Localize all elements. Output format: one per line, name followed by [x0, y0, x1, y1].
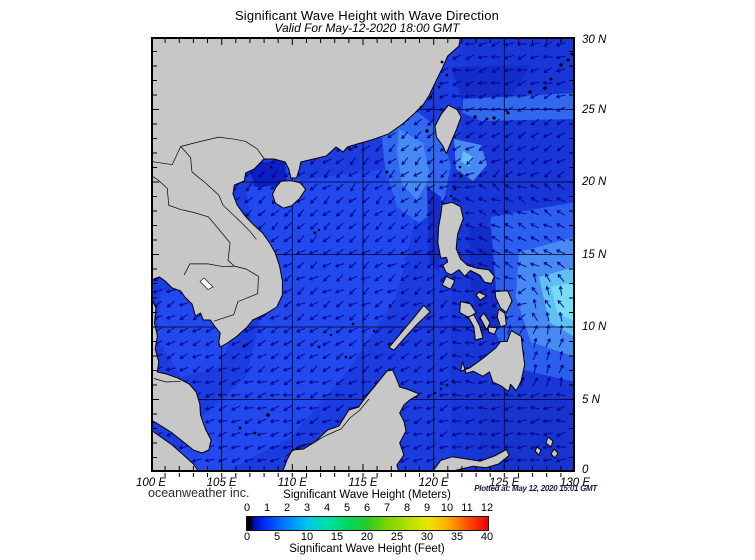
land-malay-peninsula: [151, 296, 212, 454]
land-samar: [494, 290, 513, 313]
lat-label-10n: 10 N: [582, 321, 607, 333]
meters-tick: 2: [283, 502, 291, 514]
lon-label-130e: 130 E: [559, 477, 591, 489]
lon-label-105e: 105 E: [206, 477, 237, 489]
feet-tick: 25: [390, 531, 404, 543]
meters-tick: 4: [323, 502, 331, 514]
feet-tick: 35: [450, 531, 464, 543]
lon-label-115e: 115 E: [348, 477, 378, 489]
land-halmahera: [534, 436, 559, 459]
lat-label-5n: 5 N: [582, 393, 600, 406]
lon-label-125e: 125 E: [489, 477, 520, 489]
lat-label-30n: 30 N: [582, 34, 607, 46]
lat-label-15n: 15 N: [582, 248, 607, 261]
meters-tick: 12: [480, 502, 494, 514]
land-borneo: [281, 369, 420, 472]
colorbar-title-feet: Significant Wave Height (Feet): [289, 543, 445, 555]
feet-tick: 40: [480, 531, 494, 543]
land-cebu: [479, 312, 491, 331]
plotted-timestamp: Plotted at: May 12, 2020 15:01 GMT: [474, 484, 597, 493]
lon-label-120e: 120 E: [418, 477, 449, 489]
feet-tick: 30: [420, 531, 434, 543]
land-bohol: [487, 326, 498, 335]
feet-tick: 0: [243, 531, 251, 543]
company-credit: oceanweather inc.: [148, 486, 250, 500]
meters-tick: 7: [383, 502, 391, 514]
land-china-indochina: [151, 37, 461, 348]
lat-label-20n: 20 N: [582, 176, 607, 188]
feet-tick: 15: [330, 531, 344, 543]
wave-height-colorbar: [246, 516, 489, 531]
map-canvas: [151, 37, 575, 480]
meters-tick: 5: [343, 502, 351, 514]
land-luzon: [437, 201, 495, 284]
lat-label-0: 0: [582, 464, 589, 476]
meters-tick: 3: [303, 502, 311, 514]
land-mindanao: [460, 330, 526, 392]
lon-label-100e: 100 E: [135, 477, 167, 489]
land-sumatra: [151, 429, 200, 472]
land-taiwan: [434, 104, 462, 155]
meters-tick: 11: [461, 502, 473, 514]
lake-tonle-sap: [199, 277, 214, 290]
land-negros: [467, 314, 484, 341]
land-leyte: [496, 308, 507, 328]
colorbar-feet-ticks: 0 5 10 15 20 25 30 35 40: [243, 531, 493, 544]
landmasses: [151, 37, 559, 472]
meters-tick: 1: [263, 502, 271, 514]
lon-label-110e: 110 E: [277, 477, 307, 489]
land-hainan: [272, 180, 307, 209]
lat-label-25n: 25 N: [582, 104, 607, 116]
meters-tick: 9: [423, 502, 431, 514]
wave-map-svg: [151, 37, 575, 477]
colorbar-meters-ticks: 0 1 2 3 4 5 6 7 8 9 10 11 12: [243, 502, 493, 515]
land-masbate: [475, 291, 488, 301]
land-mindoro: [441, 275, 456, 290]
colorbar-title-meters: Significant Wave Height (Meters): [283, 489, 451, 501]
meters-tick: 6: [363, 502, 371, 514]
feet-tick: 10: [300, 531, 314, 543]
map-frame-ticks: [153, 39, 573, 477]
map-frame: [151, 37, 575, 472]
map-layers: [151, 37, 575, 472]
meters-tick: 10: [440, 502, 454, 514]
meters-tick: 0: [243, 502, 251, 514]
country-borders: [152, 136, 370, 458]
page-title: Significant Wave Height with Wave Direct…: [234, 8, 500, 23]
valid-time-subtitle: Valid For May-12-2020 18:00 GMT: [274, 21, 460, 35]
feet-tick: 5: [273, 531, 281, 543]
land-palawan: [388, 304, 431, 351]
meters-tick: 8: [403, 502, 411, 514]
feet-tick: 20: [360, 531, 374, 543]
small-islands: [238, 52, 574, 435]
